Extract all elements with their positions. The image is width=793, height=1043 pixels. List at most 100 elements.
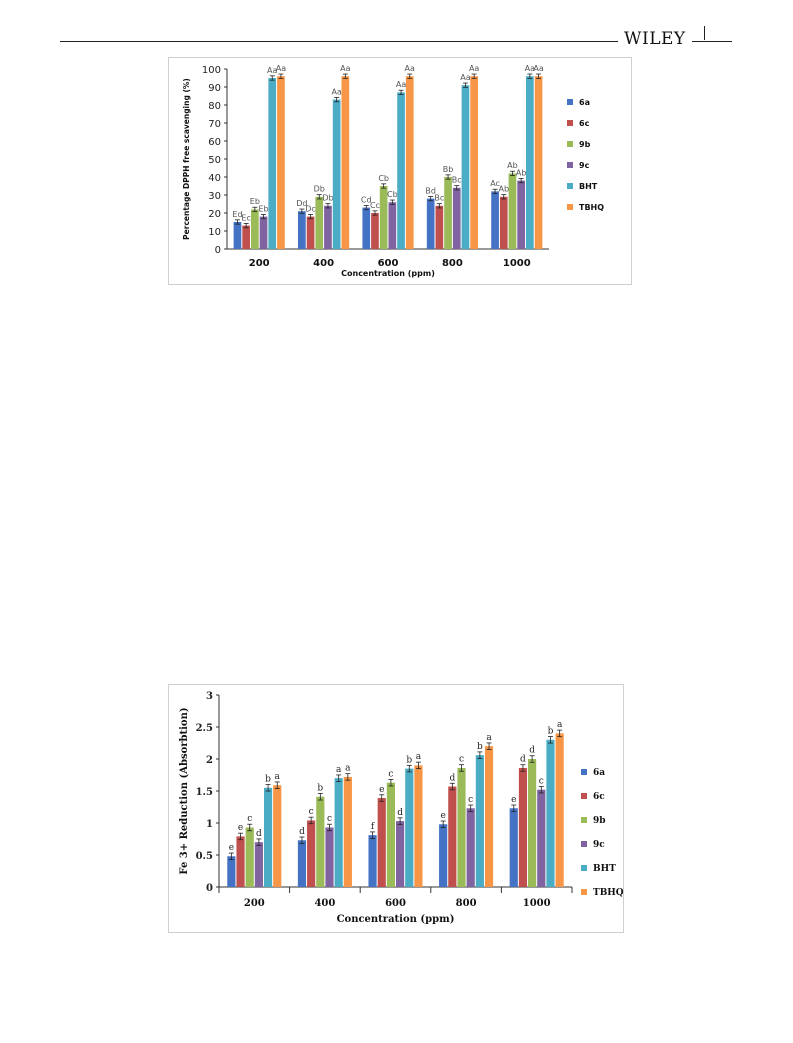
data-label: Eb — [258, 204, 268, 213]
data-label: Aa — [331, 87, 341, 96]
y-tick-label: 2.5 — [196, 723, 213, 734]
data-label: Cb — [378, 174, 389, 183]
dpph-chart-svg: 0102030405060708090100EdEcEbEbAaAa200DdD… — [182, 64, 604, 278]
data-label: Ed — [232, 210, 242, 219]
bar-6c-800 — [448, 786, 457, 887]
bar-TBHQ-1000 — [555, 733, 564, 887]
y-tick-label: 60 — [208, 137, 221, 148]
bar-6c-400 — [307, 820, 316, 887]
data-label: a — [345, 764, 351, 774]
bar-9c-200 — [259, 216, 268, 249]
bar-9b-1000 — [508, 173, 517, 249]
bar-TBHQ-800 — [484, 746, 494, 887]
legend-label-9b: 9b — [593, 816, 606, 826]
data-label: Aa — [396, 80, 406, 89]
bar-6c-1000 — [518, 767, 528, 887]
data-label: Aa — [460, 73, 470, 82]
legend-swatch-9b — [581, 817, 587, 823]
dpph-chart: 0 10 20 30 40 50 60 70 80 90 100 Ed Ec Eb Eb Aa Aa 200 Dd D… — [168, 57, 632, 285]
y-tick-label: 3 — [206, 691, 213, 702]
legend-swatch-6a — [567, 99, 573, 105]
y-tick-label: 0 — [215, 245, 221, 256]
y-tick-label: 30 — [208, 191, 221, 202]
y-tick-label: 10 — [208, 227, 221, 238]
data-label: d — [520, 755, 526, 765]
data-label: a — [416, 752, 422, 762]
bar-9b-200 — [251, 209, 259, 249]
bar-6c-800 — [435, 205, 444, 249]
data-label: Aa — [276, 64, 286, 73]
data-label: Ab — [516, 168, 527, 177]
bar-9c-600 — [396, 821, 405, 887]
legend-swatch-TBHQ — [581, 889, 587, 895]
legend-swatch-9b — [567, 141, 573, 147]
data-label: Bc — [434, 194, 444, 203]
bar-9b-600 — [386, 782, 395, 887]
data-label: Eb — [250, 197, 260, 206]
x-tick-label: 400 — [313, 258, 334, 269]
y-tick-label: 20 — [208, 209, 221, 220]
y-tick-label: 2 — [206, 755, 213, 766]
y-tick-label: 100 — [202, 65, 221, 76]
data-label: d — [397, 808, 403, 818]
bar-BHT-1000 — [546, 739, 555, 887]
bar-9b-800 — [457, 767, 466, 887]
bar-BHT-800 — [461, 85, 470, 249]
legend-label-TBHQ: TBHQ — [593, 888, 623, 898]
fe-reduction-chart: 0 0.5 1 1.5 2 2.5 3 e e c d b a 200 d c b c a a 400 f e c d b a 600… — [168, 684, 624, 933]
data-label: Cd — [361, 195, 372, 204]
legend-swatch-BHT — [567, 183, 573, 189]
x-tick-label: 600 — [378, 258, 399, 269]
bar-TBHQ-800 — [470, 76, 478, 249]
data-label: b — [477, 742, 483, 752]
x-tick-label: 600 — [385, 898, 406, 909]
bar-9b-600 — [379, 186, 388, 249]
header-rule — [60, 41, 732, 42]
bar-6c-200 — [242, 225, 251, 249]
data-label: Bd — [425, 186, 436, 195]
legend-label-9c: 9c — [593, 840, 605, 850]
data-label: c — [468, 795, 473, 805]
x-tick-label: 800 — [442, 258, 463, 269]
x-axis-title: Concentration (ppm) — [337, 914, 455, 925]
bar-9b-400 — [315, 196, 324, 249]
bar-BHT-600 — [405, 768, 414, 887]
legend-swatch-TBHQ — [567, 204, 573, 210]
data-label: Dc — [305, 204, 316, 213]
legend-swatch-9c — [567, 162, 573, 168]
bar-6a-200 — [233, 222, 242, 249]
data-label: e — [440, 811, 445, 821]
legend-label-6a: 6a — [593, 768, 605, 778]
bar-BHT-400 — [332, 99, 341, 249]
data-label: e — [238, 823, 243, 833]
data-label: b — [265, 775, 271, 785]
data-label: c — [539, 776, 544, 786]
legend-label-9c: 9c — [579, 161, 590, 170]
x-tick-label: 200 — [249, 258, 270, 269]
y-tick-label: 80 — [208, 101, 221, 112]
bar-BHT-800 — [475, 755, 484, 887]
x-tick-label: 1000 — [503, 258, 531, 269]
legend-label-TBHQ: TBHQ — [579, 203, 604, 212]
bar-6c-600 — [377, 798, 386, 887]
bar-TBHQ-200 — [273, 785, 282, 887]
data-label: c — [309, 807, 314, 817]
data-label: Cb — [387, 190, 398, 199]
data-label: Cc — [370, 201, 380, 210]
bar-TBHQ-1000 — [534, 76, 543, 249]
legend-swatch-9c — [581, 841, 587, 847]
data-label: Db — [322, 194, 333, 203]
legend-swatch-6a — [581, 769, 587, 775]
data-label: Dd — [296, 199, 307, 208]
bar-6a-1000 — [491, 191, 499, 249]
bar-9c-400 — [325, 827, 334, 887]
y-tick-label: 0.5 — [196, 851, 213, 862]
legend-label-BHT: BHT — [579, 182, 598, 191]
x-tick-label: 1000 — [523, 898, 551, 909]
bar-TBHQ-400 — [341, 76, 350, 249]
data-label: Bb — [443, 165, 454, 174]
bar-9b-800 — [444, 177, 452, 249]
data-label: Aa — [405, 64, 415, 73]
publisher-logo: WILEY — [618, 29, 692, 49]
